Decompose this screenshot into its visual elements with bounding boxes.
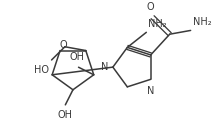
Text: NH₂: NH₂ [193, 17, 211, 27]
Text: N: N [101, 62, 108, 72]
Text: O: O [147, 2, 155, 12]
Text: HO: HO [34, 65, 49, 75]
Text: OH: OH [69, 52, 84, 62]
Text: NH₂: NH₂ [148, 19, 167, 29]
Text: O: O [59, 40, 67, 50]
Text: N: N [147, 86, 154, 96]
Text: OH: OH [58, 110, 73, 120]
